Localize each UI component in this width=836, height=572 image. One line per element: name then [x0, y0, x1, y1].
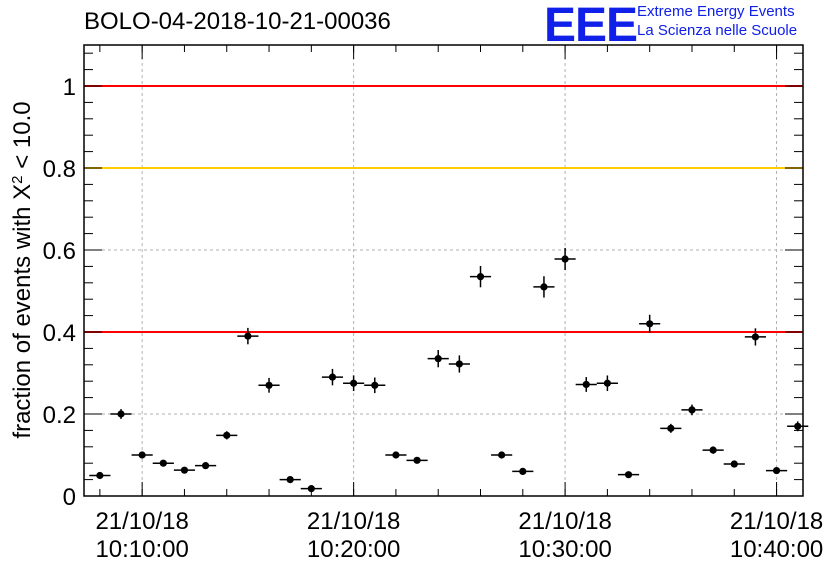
data-point: [681, 404, 703, 416]
data-point: [258, 377, 280, 393]
data-point: [744, 328, 766, 346]
x-tick-time: 10:40:00: [730, 536, 823, 563]
data-point: [321, 368, 344, 386]
y-tick-label: 1: [63, 74, 76, 101]
data-point: [765, 466, 788, 475]
point-marker: [794, 422, 802, 430]
point-marker: [138, 451, 146, 459]
y-tick-label: 0: [63, 484, 76, 511]
data-points: [89, 247, 809, 493]
point-marker: [244, 332, 252, 340]
point-marker: [159, 459, 167, 467]
data-point: [639, 314, 661, 333]
x-tick-date: 21/10/18: [730, 508, 823, 535]
y-tick-label: 0.4: [43, 320, 76, 347]
x-tick-date: 21/10/18: [95, 508, 188, 535]
point-marker: [751, 333, 760, 341]
point-marker: [265, 381, 273, 389]
point-marker: [371, 381, 379, 389]
point-marker: [582, 380, 590, 389]
data-point: [512, 467, 534, 475]
point-marker: [455, 360, 463, 368]
point-marker: [646, 320, 654, 328]
point-marker: [476, 273, 485, 281]
data-point: [448, 355, 470, 373]
data-point: [343, 375, 365, 392]
data-point: [300, 485, 322, 493]
point-marker: [328, 373, 337, 381]
data-point: [89, 471, 111, 480]
point-marker: [498, 451, 506, 459]
reference-lines: [84, 85, 803, 333]
point-marker: [688, 406, 696, 414]
y-tick-label: 0.6: [43, 238, 76, 265]
point-marker: [201, 462, 210, 470]
data-point: [723, 460, 745, 468]
point-marker: [709, 446, 717, 454]
data-point: [216, 431, 238, 440]
data-point: [617, 471, 640, 479]
data-point: [195, 462, 217, 470]
logo-caption-line1: Extreme Energy Events: [637, 3, 795, 20]
axis-ticks: 00.20.40.60.8121/10/1810:10:0021/10/1810…: [43, 45, 823, 563]
point-marker: [772, 466, 781, 475]
data-point: [575, 377, 597, 392]
data-point: [279, 476, 301, 484]
point-marker: [392, 451, 400, 459]
point-marker: [434, 355, 442, 363]
eee-logo: EEE: [544, 0, 638, 52]
data-point: [364, 377, 386, 394]
data-point: [787, 421, 809, 432]
logo-caption-line2: La Scienza nelle Scuole: [637, 22, 798, 39]
data-point: [533, 276, 555, 298]
x-tick-time: 10:20:00: [307, 536, 400, 563]
point-marker: [307, 485, 315, 493]
x-tick-date: 21/10/18: [307, 508, 400, 535]
x-tick-time: 10:30:00: [518, 536, 611, 563]
point-marker: [223, 431, 231, 439]
point-marker: [350, 379, 358, 387]
y-tick-label: 0.8: [43, 156, 76, 183]
point-marker: [519, 467, 527, 475]
data-point: [152, 459, 174, 467]
data-point: [491, 451, 513, 459]
y-axis-label: fraction of events with X2 < 10.0: [9, 101, 37, 438]
data-point: [596, 375, 618, 392]
plot-frame: [83, 44, 804, 497]
x-tick-time: 10:10:00: [95, 536, 188, 563]
data-point: [660, 423, 682, 433]
point-marker: [603, 379, 611, 387]
data-point: [469, 265, 492, 288]
data-point: [237, 327, 259, 345]
data-point: [110, 409, 132, 419]
data-point: [406, 456, 428, 464]
point-marker: [413, 456, 421, 464]
data-point: [385, 451, 407, 459]
data-point: [554, 247, 576, 271]
y-tick-label: 0.2: [43, 402, 76, 429]
data-point: [427, 350, 449, 368]
point-marker: [117, 410, 125, 418]
point-marker: [561, 255, 569, 263]
grid-lines: [84, 45, 803, 496]
data-point: [702, 446, 724, 454]
point-marker: [730, 460, 738, 468]
data-point: [131, 451, 153, 459]
chart-title: BOLO-04-2018-10-21-00036: [84, 8, 391, 35]
point-marker: [540, 283, 548, 291]
point-marker: [667, 424, 675, 432]
x-tick-date: 21/10/18: [518, 508, 611, 535]
point-marker: [96, 471, 104, 480]
logo-caption: Extreme Energy Events La Scienza nelle S…: [637, 2, 797, 40]
point-marker: [624, 471, 633, 479]
data-point: [173, 466, 196, 474]
point-marker: [286, 476, 294, 484]
point-marker: [180, 466, 189, 474]
